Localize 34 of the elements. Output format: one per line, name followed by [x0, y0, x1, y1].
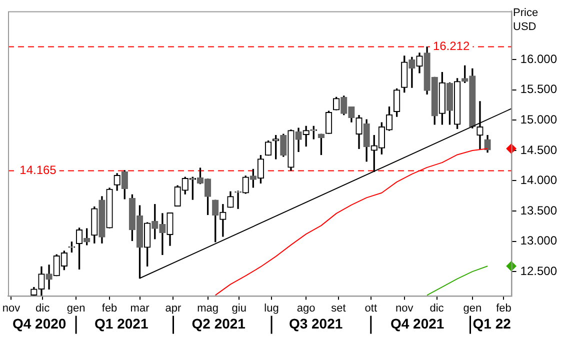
x-tick-label: set	[331, 302, 346, 314]
x-tick-label: giu	[232, 302, 246, 314]
x-tick-label: dic	[36, 302, 50, 314]
x-tick-label: gen	[66, 302, 86, 314]
x-tick-label: mar	[130, 302, 150, 314]
y-tick-label: 15.500	[520, 82, 558, 96]
x-tick-label: apr	[165, 302, 182, 314]
y-tick-label: 13.500	[520, 203, 558, 218]
x-tick-label: ott	[364, 302, 378, 314]
x2-tick-label: Q4 2021	[390, 316, 444, 332]
x2-tick-label: Q4 2020	[12, 316, 66, 332]
y-tick-label: 16.000	[520, 52, 558, 66]
y-tick-label: 13.000	[520, 234, 558, 248]
x-tick-label: feb	[102, 302, 118, 314]
x-tick-label: feb	[496, 302, 512, 314]
y-tick-label: 15.000	[520, 112, 558, 127]
x2-tick-label: Q3 2021	[288, 316, 343, 332]
x-tick-label: nov	[396, 302, 414, 314]
ref-line-label: 16.212	[432, 39, 470, 54]
x-tick-label: gen	[463, 302, 482, 314]
y-axis-title: Price USD	[513, 6, 540, 34]
x-tick-label: ago	[296, 302, 316, 314]
x-tick-label: nov	[2, 302, 21, 314]
x2-tick-label: Q2 2021	[192, 316, 246, 332]
y-tick-label: 12.500	[520, 264, 558, 278]
x-tick-label: lug	[264, 302, 279, 314]
x2-tick-label: Q1 2021	[94, 316, 148, 332]
x-tick-label: mag	[197, 302, 219, 314]
y-tick-label: 14.500	[520, 142, 558, 157]
x-tick-label: dic	[430, 302, 444, 314]
candlestick	[220, 204, 226, 237]
x2-tick-label: Q1 22	[472, 316, 512, 332]
y-tick-label: 14.000	[520, 173, 558, 188]
ref-line-label: 14.165	[20, 163, 57, 178]
